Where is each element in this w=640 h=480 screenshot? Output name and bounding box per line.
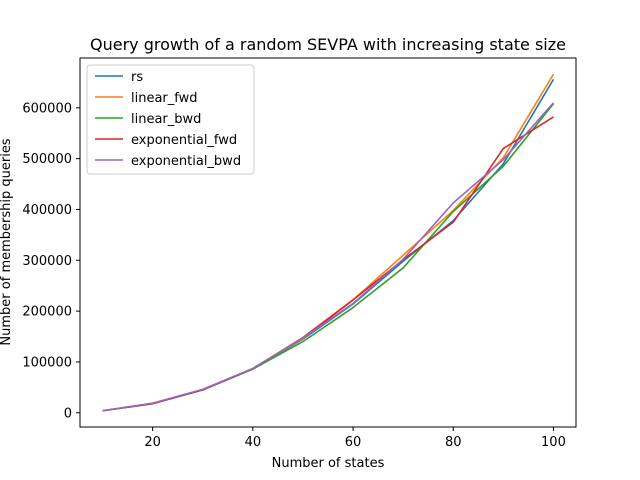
y-tick-label: 100000 [22, 355, 72, 370]
y-tick-label: 300000 [22, 254, 72, 269]
x-tick-label: 80 [445, 435, 462, 450]
legend-label-linear_bwd: linear_bwd [131, 112, 201, 127]
y-axis: 0 100000 200000 300000 400000 500000 600000 [22, 101, 80, 421]
legend-box [86, 64, 255, 175]
x-tick-label: 40 [245, 435, 262, 450]
y-tick-label: 200000 [22, 305, 72, 320]
x-axis-label: Number of states [272, 456, 385, 471]
y-tick-label: 600000 [22, 101, 72, 116]
legend-label-linear_fwd: linear_fwd [131, 91, 198, 106]
y-tick-label: 500000 [22, 152, 72, 167]
legend-label-exponential_fwd: exponential_fwd [131, 133, 237, 148]
plot-frame [79, 57, 577, 428]
y-tick-label: 0 [64, 406, 72, 421]
x-axis: 20 40 60 80 100 [144, 427, 566, 450]
x-tick-label: 100 [541, 435, 566, 450]
y-axis-label: Number of membership queries [0, 138, 14, 345]
y-tick-label: 400000 [22, 203, 72, 218]
x-tick-label: 20 [144, 435, 161, 450]
legend-label-rs: rs [131, 70, 143, 85]
x-tick-label: 60 [345, 435, 362, 450]
legend: rs linear_fwd linear_bwd exponential_fwdexp… [86, 64, 255, 175]
chart-title: Query growth of a random SEVPA with incr… [90, 35, 566, 54]
series-line-exponential_bwd [102, 102, 555, 412]
legend-label-exponential_bwd: exponential_bwd [131, 154, 241, 169]
plot-series-group [102, 73, 555, 412]
